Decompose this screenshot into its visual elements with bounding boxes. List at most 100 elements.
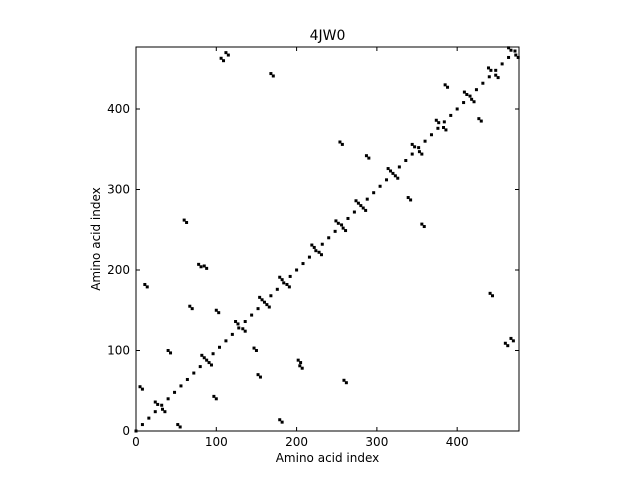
contact-point	[420, 222, 424, 226]
contact-point	[404, 159, 408, 163]
contact-point	[511, 339, 515, 343]
y-axis-label: Amino acid index	[89, 187, 103, 291]
contact-point	[140, 387, 144, 391]
contact-point	[364, 154, 368, 158]
plot-frame	[135, 46, 520, 432]
contact-point	[468, 94, 472, 98]
x-tick-label: 100	[205, 435, 228, 449]
contact-point	[507, 46, 511, 50]
contact-point	[437, 121, 441, 125]
contact-point	[354, 199, 358, 203]
contact-point	[243, 320, 247, 324]
contact-point	[491, 294, 495, 298]
contact-point	[488, 291, 492, 295]
contact-point	[241, 327, 245, 331]
contact-point	[258, 295, 262, 299]
contact-point	[267, 305, 271, 309]
contact-point	[342, 378, 346, 382]
contact-point	[252, 346, 256, 350]
contact-point	[397, 165, 401, 169]
contact-point	[470, 97, 474, 101]
contact-point	[269, 72, 273, 76]
contact-point	[178, 425, 182, 429]
contact-point	[275, 287, 279, 291]
contact-point	[359, 204, 363, 208]
contact-point	[222, 59, 226, 63]
contact-point	[173, 390, 177, 394]
contact-point	[262, 300, 266, 304]
contact-point	[166, 348, 170, 352]
contact-point	[417, 146, 421, 150]
contact-point	[413, 145, 417, 149]
contact-point	[298, 364, 302, 368]
contact-point	[442, 120, 446, 124]
contact-point	[176, 423, 180, 427]
contact-point	[300, 366, 304, 370]
contact-point	[214, 397, 218, 401]
contact-point	[481, 81, 485, 85]
contact-point	[234, 320, 238, 324]
contact-point	[516, 55, 520, 59]
contact-point	[282, 281, 286, 285]
contact-point	[254, 348, 258, 352]
contact-point	[346, 216, 350, 220]
contact-point	[143, 282, 147, 286]
contact-point	[446, 85, 450, 89]
contact-point	[364, 208, 368, 212]
contact-point	[509, 48, 513, 52]
contact-point	[429, 133, 433, 137]
contact-point	[472, 100, 476, 104]
contact-point	[160, 403, 164, 407]
contact-point	[185, 377, 189, 381]
contact-point	[224, 339, 228, 343]
contact-point	[513, 49, 517, 53]
contact-point	[406, 196, 410, 200]
contact-point	[443, 83, 447, 87]
contact-point	[163, 410, 167, 414]
contact-point	[271, 74, 275, 78]
contact-point	[378, 184, 382, 188]
contact-point	[197, 262, 201, 266]
contact-point	[280, 278, 284, 282]
contact-point	[344, 381, 348, 385]
contact-point	[209, 363, 213, 367]
contact-point	[278, 275, 282, 279]
contact-point	[202, 264, 206, 268]
contact-point	[319, 253, 323, 257]
contact-point	[455, 107, 459, 111]
contact-point	[285, 282, 289, 286]
contact-point	[230, 332, 234, 336]
contact-point	[410, 152, 414, 156]
contact-point	[341, 226, 345, 230]
contact-point	[140, 423, 144, 427]
contact-point	[301, 262, 305, 266]
contact-point	[288, 274, 292, 278]
contact-point	[361, 206, 365, 210]
contact-point	[156, 402, 160, 406]
contact-point	[205, 266, 209, 270]
contact-point	[385, 178, 389, 182]
contact-point	[422, 225, 426, 229]
contact-point	[489, 68, 493, 72]
contact-point	[365, 197, 369, 201]
contact-point	[420, 152, 424, 156]
contact-point	[190, 307, 194, 311]
contact-point	[179, 384, 183, 388]
contact-point	[212, 394, 216, 398]
contact-point	[258, 375, 262, 379]
contact-point	[243, 329, 247, 333]
contact-point	[479, 119, 483, 123]
y-tick-label: 300	[107, 182, 130, 196]
contact-point	[391, 171, 395, 175]
contact-point	[336, 221, 340, 225]
contact-point	[372, 191, 376, 195]
contact-point	[218, 345, 222, 349]
contact-point	[327, 236, 331, 240]
contact-point	[442, 126, 446, 130]
y-tick-label: 0	[122, 424, 130, 438]
contact-point	[356, 201, 360, 205]
contact-point	[299, 361, 303, 365]
x-tick-label: 200	[285, 435, 308, 449]
contact-point	[436, 126, 440, 130]
contact-point	[219, 56, 223, 60]
